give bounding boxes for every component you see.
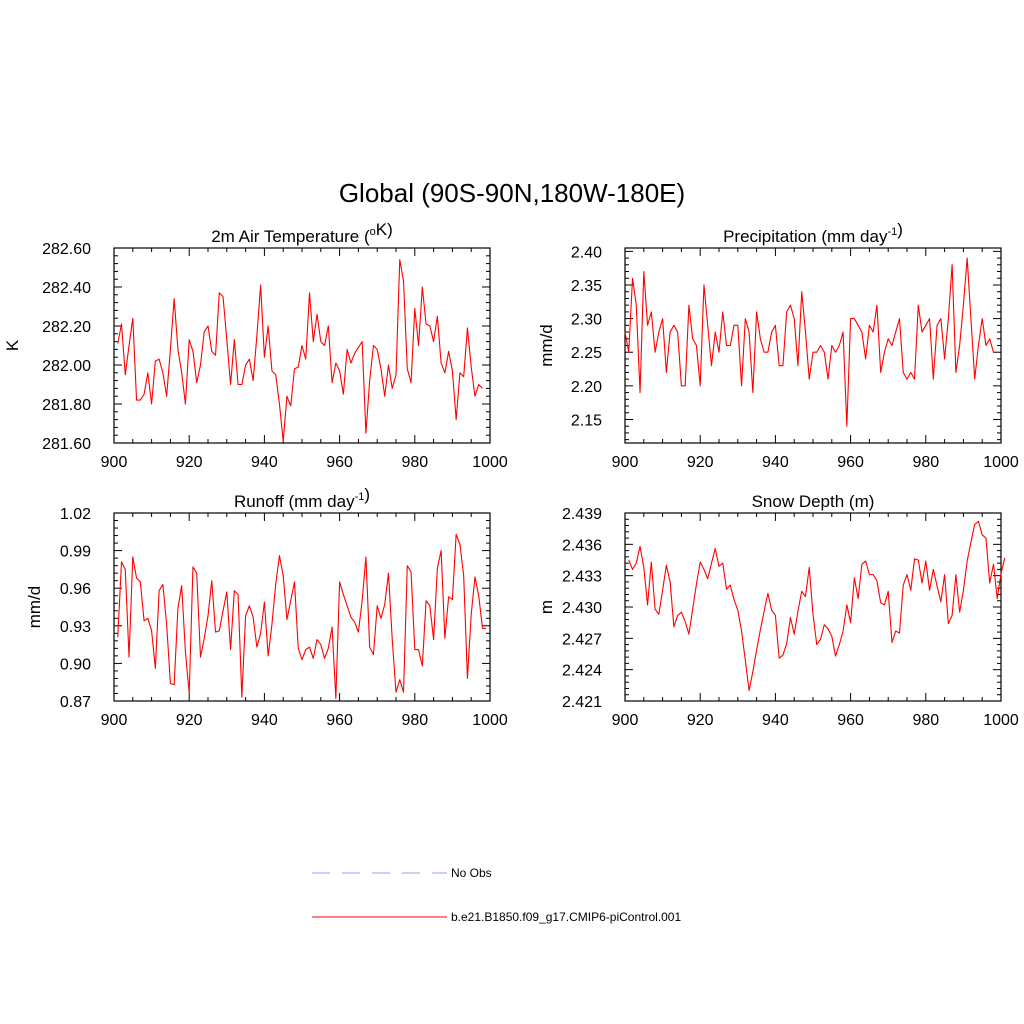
x-tick-label: 960 bbox=[837, 712, 864, 729]
y-tick-label: 0.96 bbox=[60, 581, 91, 598]
legend-label: No Obs bbox=[451, 866, 492, 880]
x-tick-label: 920 bbox=[176, 712, 203, 729]
chart-panel-3: Runoff (mm day-1) 900 920 940 960 980 1000 0.87… bbox=[25, 485, 508, 729]
chart-panel-1: 2m Air Temperature (oK) 900 920 940 960 980 10… bbox=[3, 220, 508, 471]
y-axis-label: K bbox=[3, 339, 22, 351]
y-axis-label: mm/d bbox=[537, 324, 556, 367]
plot-frame bbox=[113, 512, 491, 702]
y-tick-label: 281.60 bbox=[42, 436, 91, 453]
x-tick-label: 1000 bbox=[983, 712, 1019, 729]
x-tick-label: 940 bbox=[762, 712, 789, 729]
y-tick-label: 2.30 bbox=[571, 312, 602, 329]
x-tick-label: 980 bbox=[401, 712, 428, 729]
y-tick-label: 2.433 bbox=[562, 569, 602, 586]
x-tick-label: 900 bbox=[612, 454, 639, 471]
y-tick-label: 282.40 bbox=[42, 280, 91, 297]
y-tick-label: 282.60 bbox=[42, 241, 91, 258]
y-tick-label: 282.00 bbox=[42, 358, 91, 375]
x-tick-label: 960 bbox=[326, 454, 353, 471]
chart-panel-4: Snow Depth (m) 900 920 940 960 980 1000 2.421 2.… bbox=[537, 492, 1019, 729]
x-tick-label: 920 bbox=[176, 454, 203, 471]
x-tick-label: 1000 bbox=[472, 712, 508, 729]
y-tick-label: 2.436 bbox=[562, 537, 602, 554]
y-tick-label: 282.20 bbox=[42, 319, 91, 336]
x-tick-label: 900 bbox=[101, 454, 128, 471]
y-tick-label: 0.87 bbox=[60, 694, 91, 711]
legend: No Obs b.e21.B1850.f09_g17.CMIP6-piContro… bbox=[312, 866, 681, 924]
y-tick-label: 2.20 bbox=[571, 379, 602, 396]
x-tick-label: 900 bbox=[612, 712, 639, 729]
x-tick-label: 940 bbox=[762, 454, 789, 471]
y-tick-label: 2.35 bbox=[571, 278, 602, 295]
x-tick-label: 960 bbox=[837, 454, 864, 471]
series-line-1 bbox=[624, 257, 995, 427]
x-tick-label: 940 bbox=[251, 454, 278, 471]
series-line-1 bbox=[628, 520, 1006, 692]
x-tick-label: 960 bbox=[326, 712, 353, 729]
y-tick-label: 2.439 bbox=[562, 506, 602, 523]
x-tick-label: 1000 bbox=[983, 454, 1019, 471]
plot-frame bbox=[624, 512, 1002, 702]
y-tick-label: 2.25 bbox=[571, 345, 602, 362]
panel-title: Runoff (mm day-1) bbox=[234, 485, 370, 511]
y-axis-label: mm/d bbox=[25, 586, 44, 629]
y-tick-label: 2.430 bbox=[562, 600, 602, 617]
legend-label: b.e21.B1850.f09_g17.CMIP6-piControl.001 bbox=[451, 910, 681, 924]
x-tick-label: 1000 bbox=[472, 454, 508, 471]
y-tick-label: 0.90 bbox=[60, 656, 91, 673]
chart-panel-2: Precipitation (mm day-1) 900 920 940 960 980 1… bbox=[537, 220, 1019, 471]
panel-title: 2m Air Temperature (oK) bbox=[211, 220, 393, 246]
y-tick-label: 1.02 bbox=[60, 506, 91, 523]
y-tick-label: 0.93 bbox=[60, 619, 91, 636]
x-tick-label: 980 bbox=[912, 454, 939, 471]
series-line-1 bbox=[117, 533, 487, 700]
plot-frame bbox=[624, 247, 1002, 444]
y-tick-label: 2.15 bbox=[571, 412, 602, 429]
x-tick-label: 920 bbox=[687, 712, 714, 729]
y-tick-label: 2.40 bbox=[571, 244, 602, 261]
legend-item: b.e21.B1850.f09_g17.CMIP6-piControl.001 bbox=[312, 910, 681, 924]
y-tick-label: 281.80 bbox=[42, 397, 91, 414]
x-tick-label: 920 bbox=[687, 454, 714, 471]
y-tick-label: 2.424 bbox=[562, 663, 602, 680]
x-tick-label: 980 bbox=[401, 454, 428, 471]
panels: 2m Air Temperature (oK) 900 920 940 960 980 10… bbox=[3, 220, 1019, 729]
legend-item: No Obs bbox=[312, 866, 492, 880]
y-axis-label: m bbox=[537, 600, 556, 614]
y-tick-label: 0.99 bbox=[60, 544, 91, 561]
x-tick-label: 940 bbox=[251, 712, 278, 729]
y-tick-label: 2.427 bbox=[562, 631, 602, 648]
panel-title: Precipitation (mm day-1) bbox=[723, 220, 903, 246]
series-line-1 bbox=[117, 259, 483, 442]
y-tick-label: 2.421 bbox=[562, 694, 602, 711]
x-tick-label: 900 bbox=[101, 712, 128, 729]
x-tick-label: 980 bbox=[912, 712, 939, 729]
panel-title: Snow Depth (m) bbox=[752, 492, 875, 511]
figure-title: Global (90S-90N,180W-180E) bbox=[339, 178, 685, 208]
